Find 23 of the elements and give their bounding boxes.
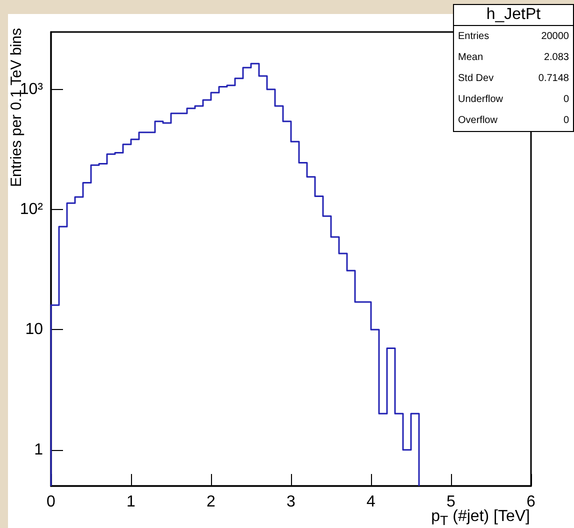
x-tick-label: 2 — [206, 494, 216, 510]
text: 0 — [563, 115, 569, 126]
y-tick-label: 1 — [34, 441, 44, 458]
annotation: Mean — [458, 52, 484, 63]
x-tick-label: 1 — [126, 494, 136, 510]
x-tick-label: 0 — [46, 494, 56, 510]
chart-title: h_JetPt — [454, 5, 573, 26]
x-tick-label: 6 — [526, 494, 536, 510]
text: 2.083 — [544, 52, 569, 63]
annotation: Overflow — [458, 115, 498, 126]
x-tick-label: 4 — [366, 494, 376, 510]
y-tick-label: 10² — [20, 201, 44, 218]
text: 0 — [563, 94, 569, 105]
x-tick-label: 3 — [286, 494, 296, 510]
annotation: Underflow — [458, 94, 504, 105]
x-tick-label: 5 — [446, 494, 456, 510]
y-tick-label: 10 — [25, 321, 44, 338]
x-axis-title: p$_{T}$ (#jet) [TeV] — [431, 508, 530, 528]
text: 0.7148 — [538, 73, 569, 84]
annotation: Entries — [458, 31, 490, 42]
y-tick-label: 10³ — [20, 80, 44, 98]
text: 20000 — [541, 31, 569, 42]
annotation: Std Dev — [458, 73, 494, 84]
